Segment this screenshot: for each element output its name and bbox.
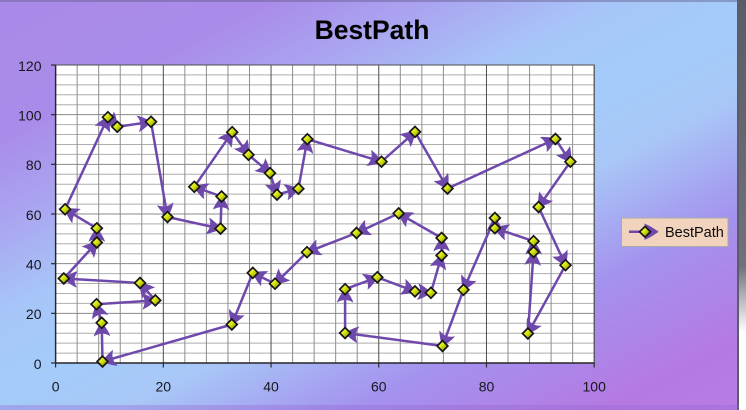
svg-text:120: 120: [18, 58, 42, 74]
svg-text:0: 0: [34, 356, 42, 372]
svg-text:BestPath: BestPath: [315, 15, 430, 45]
svg-text:100: 100: [583, 379, 607, 395]
svg-text:100: 100: [18, 108, 42, 124]
svg-text:40: 40: [263, 379, 279, 395]
svg-text:40: 40: [26, 257, 42, 273]
svg-text:0: 0: [52, 379, 60, 395]
svg-text:80: 80: [26, 157, 42, 173]
svg-text:60: 60: [26, 207, 42, 223]
svg-text:20: 20: [156, 379, 172, 395]
svg-text:20: 20: [26, 306, 42, 322]
svg-text:BestPath: BestPath: [665, 225, 724, 241]
svg-text:80: 80: [479, 379, 495, 395]
svg-text:60: 60: [371, 379, 387, 395]
